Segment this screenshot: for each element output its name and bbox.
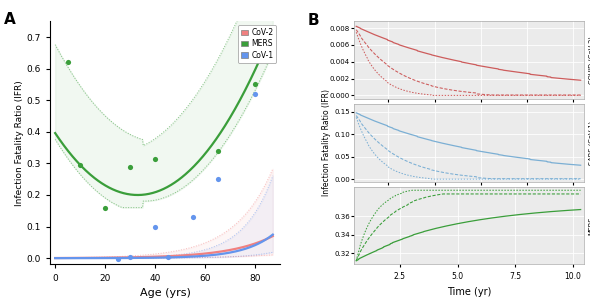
Point [150,224,160,229]
Point [213,148,222,153]
Point [251,92,260,96]
Text: A: A [4,12,16,26]
Point [100,205,110,210]
Point [126,165,135,170]
Point [113,256,122,261]
Point [188,215,198,219]
Point [63,60,73,65]
Point [251,82,260,87]
X-axis label: Time (yr): Time (yr) [447,287,491,297]
Point [163,254,172,259]
Text: B: B [308,13,320,29]
Point [263,38,273,43]
Point [213,177,222,181]
Y-axis label: Infection Fatality Ratio (IFR): Infection Fatality Ratio (IFR) [15,80,24,206]
Y-axis label: Infection Fatality Ratio (IFR): Infection Fatality Ratio (IFR) [322,89,331,196]
Point [150,156,160,161]
Legend: CoV-2, MERS, CoV-1: CoV-2, MERS, CoV-1 [238,25,277,63]
Text: COVID (CoV-2): COVID (CoV-2) [589,36,590,84]
Text: MERS: MERS [589,216,590,235]
Text: SARS (CoV-1): SARS (CoV-1) [589,121,590,165]
Point [126,254,135,259]
X-axis label: Age (yrs): Age (yrs) [140,288,191,298]
Point [76,163,85,168]
